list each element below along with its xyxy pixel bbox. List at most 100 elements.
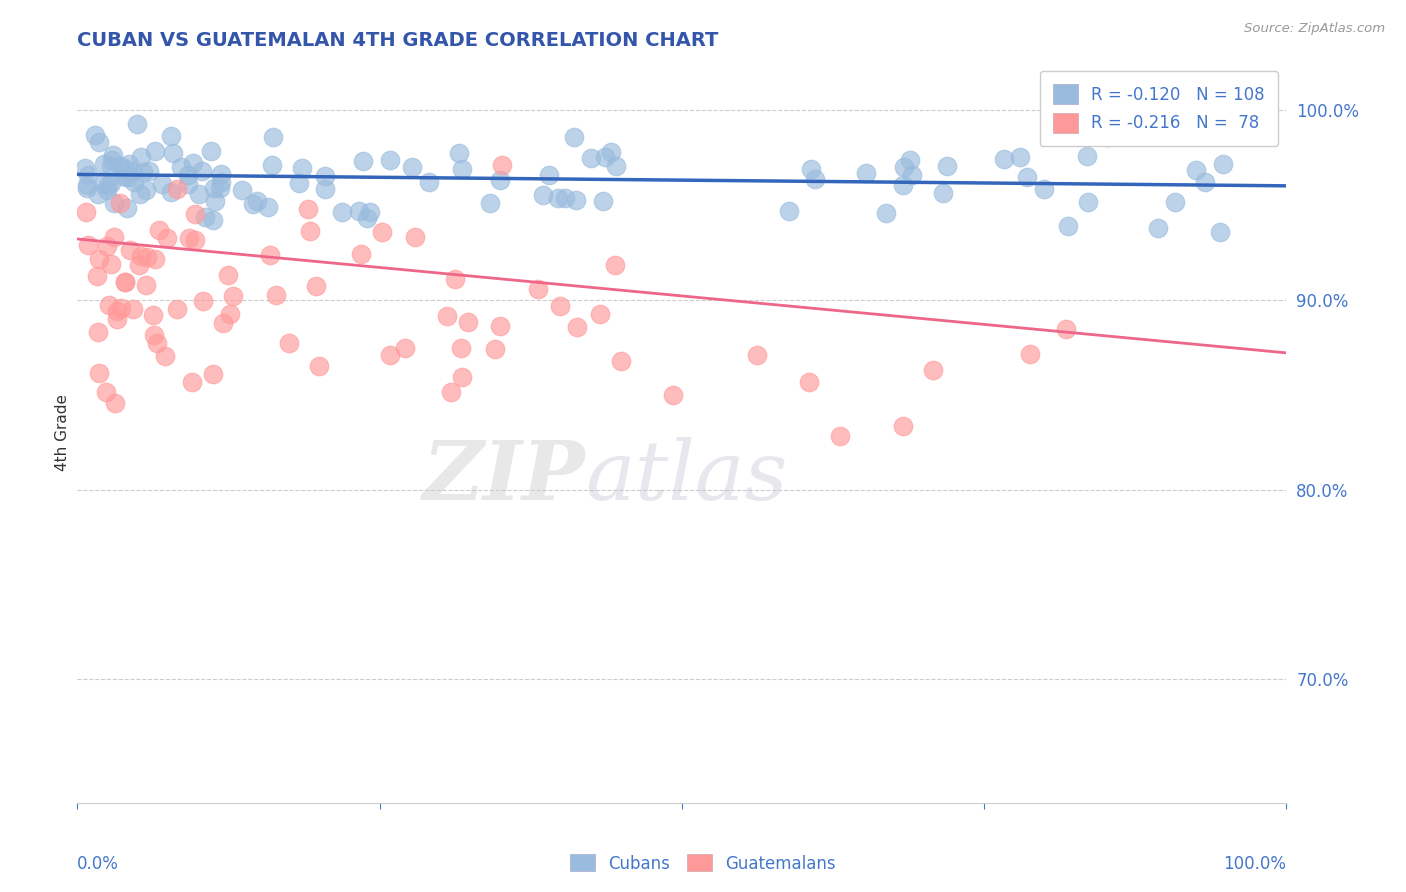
Point: [100, 176, 122, 190]
Text: 0.0%: 0.0%: [77, 855, 120, 872]
Point: [548, 299, 571, 313]
Point: [191, 164, 214, 178]
Point: [177, 168, 200, 182]
Point: [87, 252, 110, 266]
Point: [478, 195, 501, 210]
Point: [177, 177, 200, 191]
Point: [200, 144, 222, 158]
Point: [135, 183, 157, 197]
Point: [778, 204, 800, 219]
Point: [1077, 195, 1099, 210]
Point: [180, 375, 202, 389]
Point: [75, 204, 97, 219]
Point: [489, 319, 512, 334]
Point: [105, 312, 128, 326]
Point: [208, 180, 231, 194]
Point: [891, 419, 914, 434]
Point: [1184, 163, 1206, 178]
Point: [436, 309, 458, 323]
Point: [932, 186, 955, 201]
Point: [554, 190, 576, 204]
Point: [219, 307, 242, 321]
Point: [893, 160, 915, 174]
Point: [921, 363, 943, 377]
Point: [347, 204, 370, 219]
Point: [449, 145, 471, 160]
Point: [1209, 225, 1232, 239]
Point: [298, 224, 321, 238]
Point: [150, 177, 173, 191]
Point: [401, 160, 423, 174]
Point: [96, 183, 118, 197]
Point: [875, 206, 897, 220]
Point: [457, 315, 479, 329]
Point: [891, 178, 914, 193]
Point: [153, 350, 176, 364]
Point: [1015, 170, 1038, 185]
Point: [1032, 182, 1054, 196]
Point: [1056, 219, 1078, 233]
Point: [128, 258, 150, 272]
Point: [194, 211, 217, 225]
Point: [122, 164, 145, 178]
Point: [131, 150, 153, 164]
Point: [297, 202, 319, 217]
Point: [100, 159, 122, 173]
Point: [181, 155, 204, 169]
Point: [148, 223, 170, 237]
Point: [166, 301, 188, 316]
Point: [562, 129, 585, 144]
Point: [404, 230, 426, 244]
Point: [97, 298, 120, 312]
Point: [1097, 130, 1119, 145]
Point: [177, 230, 200, 244]
Y-axis label: 4th Grade: 4th Grade: [55, 394, 70, 471]
Point: [901, 169, 924, 183]
Point: [1008, 150, 1031, 164]
Point: [605, 159, 627, 173]
Point: [122, 175, 145, 189]
Point: [935, 159, 957, 173]
Point: [125, 116, 148, 130]
Point: [262, 158, 284, 172]
Point: [450, 369, 472, 384]
Point: [489, 173, 512, 187]
Point: [100, 257, 122, 271]
Point: [87, 366, 110, 380]
Point: [592, 194, 614, 208]
Point: [1194, 175, 1216, 189]
Point: [110, 301, 132, 316]
Point: [828, 429, 851, 443]
Point: [314, 181, 336, 195]
Point: [204, 194, 226, 209]
Point: [103, 230, 125, 244]
Point: [993, 152, 1015, 166]
Point: [138, 164, 160, 178]
Point: [184, 207, 207, 221]
Text: atlas: atlas: [585, 437, 787, 517]
Point: [380, 153, 402, 167]
Point: [484, 342, 506, 356]
Point: [120, 243, 142, 257]
Point: [191, 293, 214, 308]
Point: [538, 168, 561, 182]
Point: [183, 233, 205, 247]
Point: [129, 249, 152, 263]
Point: [745, 348, 768, 362]
Point: [160, 128, 183, 143]
Point: [86, 268, 108, 283]
Point: [84, 128, 107, 143]
Point: [439, 384, 461, 399]
Point: [114, 276, 136, 290]
Legend: R = -0.120   N = 108, R = -0.216   N =  78: R = -0.120 N = 108, R = -0.216 N = 78: [1039, 70, 1278, 146]
Point: [589, 308, 612, 322]
Point: [308, 359, 330, 373]
Point: [94, 385, 117, 400]
Point: [143, 327, 166, 342]
Point: [202, 181, 225, 195]
Point: [87, 187, 110, 202]
Point: [129, 187, 152, 202]
Point: [567, 320, 589, 334]
Point: [352, 154, 374, 169]
Point: [143, 144, 166, 158]
